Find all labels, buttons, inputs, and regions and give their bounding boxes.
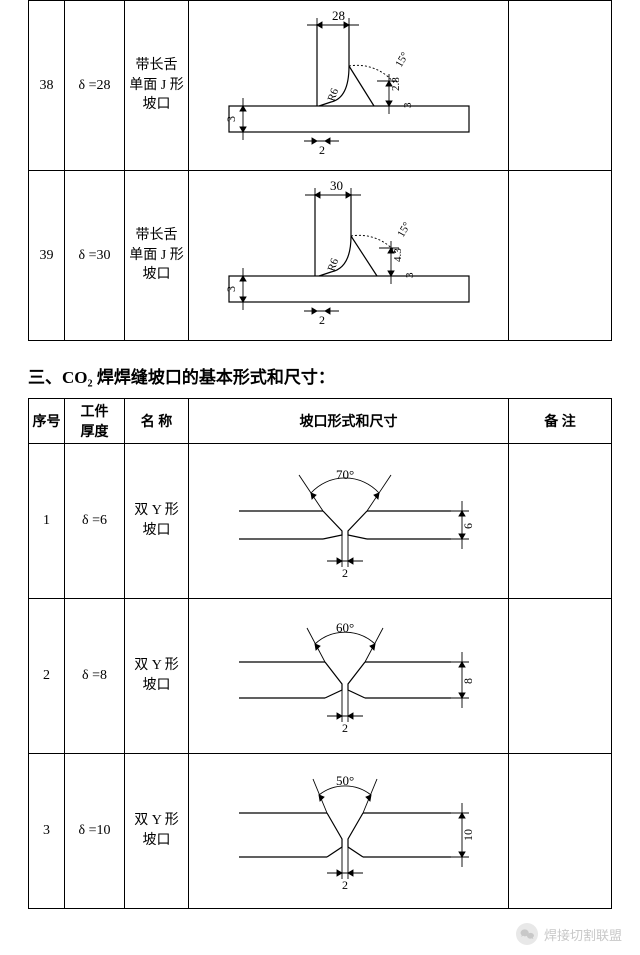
table-j-groove: 38 δ =28 带长舌 单面 J 形 坡口: [28, 0, 612, 341]
cell-name: 带长舌 单面 J 形 坡口: [125, 171, 189, 341]
dim-radius: R6: [325, 256, 341, 273]
cell-thick: δ =8: [65, 599, 125, 754]
dim-top: 28: [332, 8, 345, 23]
cell-note: [509, 444, 612, 599]
name-text: 带长舌 单面 J 形 坡口: [129, 58, 183, 112]
figure-double-v: 50° 2 10: [199, 759, 499, 899]
dim-gap: 2: [319, 313, 325, 327]
cell-note: [509, 754, 612, 909]
hdr-num: 序号: [29, 399, 65, 444]
dim-angle: 70°: [336, 467, 354, 482]
table-row: 38 δ =28 带长舌 单面 J 形 坡口: [29, 1, 612, 171]
cell-name: 带长舌 单面 J 形 坡口: [125, 1, 189, 171]
cell-name: 双 Y 形 坡口: [125, 754, 189, 909]
dim-thick: 3: [224, 286, 238, 292]
dim-radius: R6: [325, 86, 341, 103]
figure-j-groove: 28 2 3 R6 2.8 3 15°: [199, 6, 499, 161]
hdr-fig: 坡口形式和尺寸: [189, 399, 509, 444]
table-row: 2 δ =8 双 Y 形 坡口: [29, 599, 612, 754]
watermark-text: 焊接切割联盟: [544, 925, 622, 944]
dim-gap: 2: [342, 566, 348, 580]
dim-land: 3: [402, 102, 414, 108]
dim-height: 6: [461, 523, 475, 529]
cell-num: 3: [29, 754, 65, 909]
dim-face: 2.8: [390, 76, 402, 90]
hdr-thick: 工件 厚度: [65, 399, 125, 444]
cell-note: [509, 1, 612, 171]
cell-num: 39: [29, 171, 65, 341]
dim-angle: 15°: [395, 220, 413, 239]
cell-figure: 70° 2 6: [189, 444, 509, 599]
hdr-note: 备 注: [509, 399, 612, 444]
dim-angle: 15°: [393, 50, 411, 69]
dim-height: 8: [461, 678, 475, 684]
figure-j-groove: 30 2 3 R6 4.3 3 15°: [199, 176, 499, 331]
cell-name: 双 Y 形 坡口: [125, 444, 189, 599]
dim-thick: 3: [224, 116, 238, 122]
name-text: 带长舌 单面 J 形 坡口: [129, 228, 183, 282]
cell-note: [509, 599, 612, 754]
cell-figure: 50° 2 10: [189, 754, 509, 909]
cell-figure: 30 2 3 R6 4.3 3 15°: [189, 171, 509, 341]
cell-figure: 60° 2 8: [189, 599, 509, 754]
cell-thick: δ =10: [65, 754, 125, 909]
cell-name: 双 Y 形 坡口: [125, 599, 189, 754]
cell-thick: δ =6: [65, 444, 125, 599]
dim-face: 4.3: [392, 247, 404, 261]
section-title: 三、CO₂ 焊焊缝坡口的基本形式和尺寸：: [28, 363, 612, 388]
dim-angle: 50°: [336, 773, 354, 788]
cell-figure: 28 2 3 R6 2.8 3 15°: [189, 1, 509, 171]
dim-land: 3: [404, 272, 416, 278]
table-row: 39 δ =30 带长舌 单面 J 形 坡口: [29, 171, 612, 341]
wechat-icon: [516, 923, 538, 945]
cell-num: 38: [29, 1, 65, 171]
cell-num: 1: [29, 444, 65, 599]
cell-note: [509, 171, 612, 341]
watermark: 焊接切割联盟: [516, 923, 622, 945]
figure-double-v: 70° 2 6: [199, 449, 499, 589]
dim-gap: 2: [342, 721, 348, 735]
cell-thick: δ =30: [65, 171, 125, 341]
table-row: 3 δ =10 双 Y 形 坡口: [29, 754, 612, 909]
table-header-row: 序号 工件 厚度 名 称 坡口形式和尺寸 备 注: [29, 399, 612, 444]
dim-gap: 2: [319, 143, 325, 157]
dim-top: 30: [330, 178, 343, 193]
cell-thick: δ =28: [65, 1, 125, 171]
figure-double-v: 60° 2 8: [199, 604, 499, 744]
table-double-v: 序号 工件 厚度 名 称 坡口形式和尺寸 备 注 1 δ =6 双 Y 形 坡口: [28, 398, 612, 909]
cell-num: 2: [29, 599, 65, 754]
hdr-name: 名 称: [125, 399, 189, 444]
dim-angle: 60°: [336, 620, 354, 635]
dim-gap: 2: [342, 878, 348, 892]
dim-height: 10: [461, 829, 475, 841]
table-row: 1 δ =6 双 Y 形 坡口: [29, 444, 612, 599]
